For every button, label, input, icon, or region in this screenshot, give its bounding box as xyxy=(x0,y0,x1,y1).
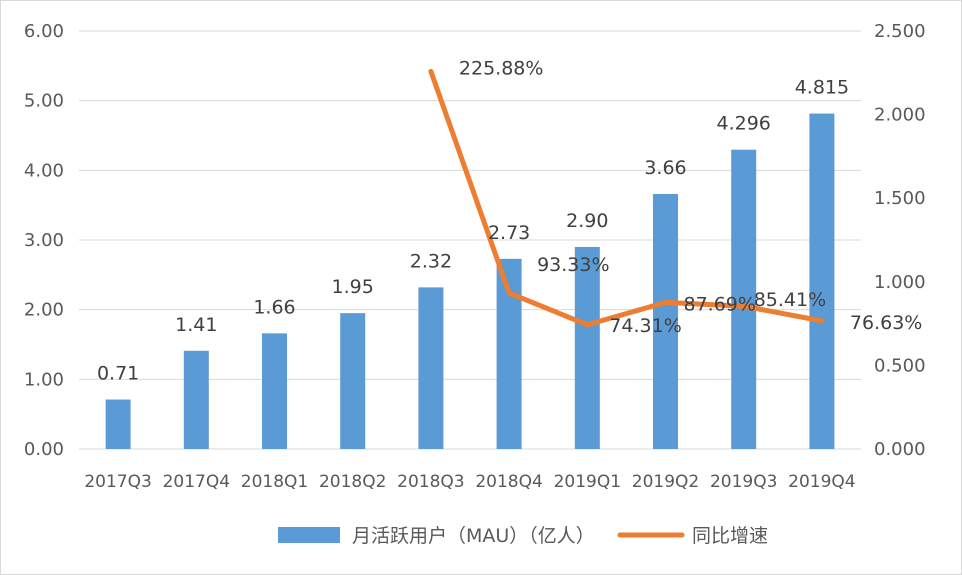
line-series xyxy=(428,68,825,328)
category-label: 2017Q3 xyxy=(84,472,151,492)
left-axis-ticks: 0.00 1.00 2.00 3.00 4.00 5.00 6.00 xyxy=(24,21,64,460)
right-axis-ticks: 0.000 0.500 1.000 1.500 2.000 2.500 xyxy=(874,21,926,460)
bar-value-label: 4.815 xyxy=(795,77,849,99)
bar-value-label: 1.95 xyxy=(332,276,374,298)
bar xyxy=(105,399,131,449)
category-label: 2017Q4 xyxy=(163,472,230,492)
left-tick-label: 1.00 xyxy=(24,369,64,390)
category-label: 2018Q3 xyxy=(397,472,464,492)
right-tick-label: 2.500 xyxy=(874,21,926,42)
bar-value-label: 2.32 xyxy=(410,250,452,272)
rate-value-label: 225.88% xyxy=(459,57,544,79)
right-tick-label: 1.500 xyxy=(874,188,926,209)
bar-value-label: 1.41 xyxy=(175,314,217,336)
x-axis-categories: 2017Q3 2017Q4 2018Q1 2018Q2 2018Q3 2018Q4 2019… xyxy=(84,472,855,492)
left-tick-label: 6.00 xyxy=(24,21,64,42)
bar xyxy=(340,313,366,449)
right-tick-label: 1.000 xyxy=(874,272,926,293)
legend: 月活跃用户（MAU）（亿人） 同比增速 xyxy=(278,525,768,547)
left-tick-label: 4.00 xyxy=(24,160,64,181)
bar xyxy=(731,149,757,449)
rate-value-label: 85.41% xyxy=(754,289,826,311)
left-tick-label: 5.00 xyxy=(24,91,64,112)
right-tick-label: 0.500 xyxy=(874,355,926,376)
legend-label-line: 同比增速 xyxy=(692,525,768,547)
growth-rate-line xyxy=(428,68,825,328)
bar xyxy=(418,287,444,449)
line-data-labels: 225.88% 93.33% 74.31%87.69%85.41% 76.63% xyxy=(459,57,922,336)
category-label: 2018Q4 xyxy=(475,472,542,492)
legend-label-bar: 月活跃用户（MAU）（亿人） xyxy=(352,525,595,547)
legend-swatch-bar xyxy=(278,527,340,543)
category-label: 2019Q2 xyxy=(632,472,699,492)
bar-value-label: 0.71 xyxy=(97,363,139,385)
left-tick-label: 2.00 xyxy=(24,300,64,321)
category-label: 2018Q1 xyxy=(241,472,308,492)
left-tick-label: 0.00 xyxy=(24,439,64,460)
bar-value-label: 4.296 xyxy=(716,113,770,135)
category-label: 2019Q3 xyxy=(710,472,777,492)
bar-value-label: 1.66 xyxy=(253,296,295,318)
category-label: 2019Q1 xyxy=(554,472,621,492)
bar-series xyxy=(105,113,835,450)
bar xyxy=(183,350,209,449)
rate-value-label: 93.33% xyxy=(537,254,609,276)
category-label: 2019Q4 xyxy=(788,472,855,492)
bar-value-label: 2.73 xyxy=(488,222,530,244)
left-tick-label: 3.00 xyxy=(24,230,64,251)
rate-value-label: 74.31% xyxy=(609,315,681,337)
rate-value-label: 87.69% xyxy=(684,293,756,315)
rate-value-label: 76.63% xyxy=(850,312,922,334)
bar-data-labels: 0.71 1.41 1.66 1.95 2.32 2.73 2.90 3.66 4.296 4.8… xyxy=(97,77,849,385)
bar-value-label: 3.66 xyxy=(644,157,686,179)
bar xyxy=(653,194,678,449)
bar xyxy=(574,246,600,449)
right-tick-label: 0.000 xyxy=(874,439,926,460)
bar xyxy=(809,113,835,450)
category-label: 2018Q2 xyxy=(319,472,386,492)
gridlines xyxy=(79,30,861,450)
right-tick-label: 2.000 xyxy=(874,105,926,126)
bar xyxy=(262,333,287,449)
bar-value-label: 2.90 xyxy=(566,210,608,232)
